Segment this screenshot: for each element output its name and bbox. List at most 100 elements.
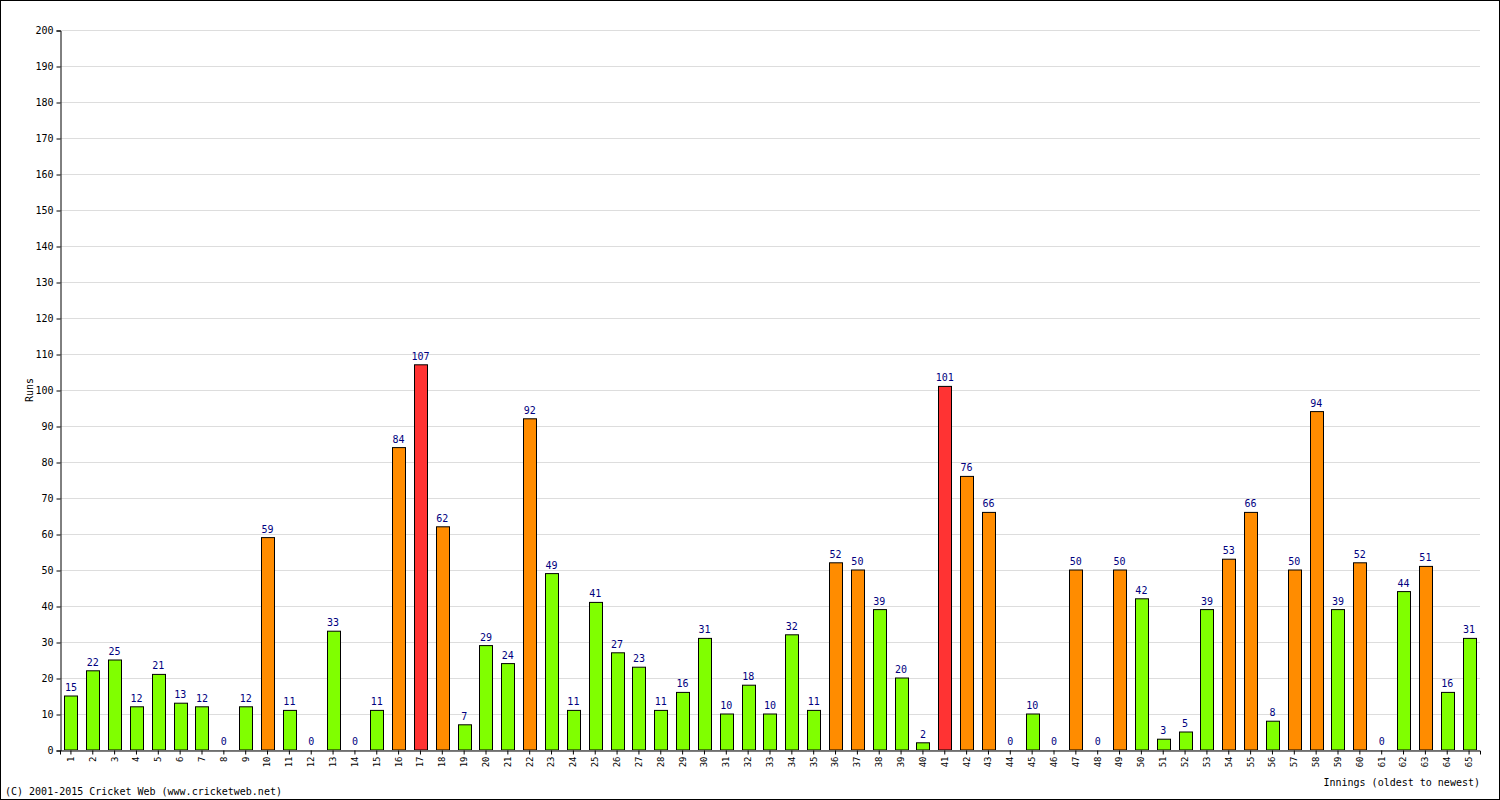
x-tick-mark xyxy=(1206,751,1207,755)
x-tick-label: 10 xyxy=(262,757,272,768)
bar xyxy=(612,653,625,750)
x-tick-mark xyxy=(180,751,181,755)
data-label: 11 xyxy=(808,696,820,707)
bar xyxy=(721,714,734,750)
x-tick: 52 xyxy=(1180,751,1190,768)
data-label: 22 xyxy=(87,657,99,668)
y-tick: 200 xyxy=(35,25,60,36)
x-tick: 34 xyxy=(787,751,797,768)
bar xyxy=(437,527,450,750)
x-tick-mark xyxy=(835,751,836,755)
grid-line xyxy=(60,30,1480,31)
x-tick-mark xyxy=(595,751,596,755)
x-tick-mark xyxy=(1250,751,1251,755)
x-tick-label: 20 xyxy=(481,757,491,768)
x-tick: 60 xyxy=(1355,751,1365,768)
x-tick-label: 49 xyxy=(1114,757,1124,768)
x-tick-mark xyxy=(660,751,661,755)
x-tick: 56 xyxy=(1267,751,1277,768)
x-tick: 45 xyxy=(1027,751,1037,768)
x-tick: 27 xyxy=(634,751,644,768)
x-tick: 35 xyxy=(809,751,819,768)
x-tick-mark xyxy=(573,751,574,755)
y-tick-mark xyxy=(57,319,61,320)
x-tick: 23 xyxy=(546,751,556,768)
data-label: 94 xyxy=(1310,398,1322,409)
x-tick: 42 xyxy=(961,751,971,768)
x-tick-label: 62 xyxy=(1398,757,1408,768)
x-tick-label: 22 xyxy=(525,757,535,768)
x-tick-mark xyxy=(617,751,618,755)
bar xyxy=(874,610,887,750)
annotation: (C) 2001-2015 Cricket Web (www.cricketwe… xyxy=(5,786,282,797)
data-label: 33 xyxy=(327,617,339,628)
x-tick: 32 xyxy=(743,751,753,768)
data-label: 31 xyxy=(1463,624,1475,635)
x-tick-label: 36 xyxy=(830,757,840,768)
bar xyxy=(677,692,690,750)
x-tick-label: 61 xyxy=(1377,757,1387,768)
grid-line xyxy=(60,102,1480,103)
x-tick-mark xyxy=(1097,751,1098,755)
data-labels: 1522251221131201259110330118410762729249… xyxy=(65,351,1475,747)
data-label: 27 xyxy=(611,639,623,650)
bar xyxy=(699,638,712,750)
bar xyxy=(1201,610,1214,750)
x-tick-mark xyxy=(398,751,399,755)
data-label: 84 xyxy=(393,434,405,445)
data-label: 49 xyxy=(546,560,558,571)
bar xyxy=(764,714,777,750)
x-tick-mark xyxy=(354,751,355,755)
bar xyxy=(502,664,515,750)
bar xyxy=(1354,563,1367,750)
data-label: 12 xyxy=(130,693,142,704)
bar xyxy=(262,538,275,750)
grid-line xyxy=(60,174,1480,175)
bar xyxy=(590,602,603,750)
y-tick: 90 xyxy=(41,421,60,432)
x-tick-label: 39 xyxy=(896,757,906,768)
y-tick-mark xyxy=(57,391,61,392)
x-tick: 39 xyxy=(896,751,906,768)
y-axis-title: Runs xyxy=(24,378,35,402)
data-label: 23 xyxy=(633,653,645,664)
x-tick-label: 17 xyxy=(415,757,425,768)
bar xyxy=(1442,692,1455,750)
data-label: 15 xyxy=(65,682,77,693)
bar xyxy=(131,707,144,750)
y-tick-mark xyxy=(57,139,61,140)
y-tick-mark xyxy=(57,571,61,572)
bar xyxy=(393,448,406,750)
x-tick-mark xyxy=(1010,751,1011,755)
y-tick: 120 xyxy=(35,313,60,324)
bar xyxy=(896,678,909,750)
data-label: 16 xyxy=(1441,678,1453,689)
x-tick: 46 xyxy=(1049,751,1059,768)
x-tick-mark xyxy=(922,751,923,755)
x-tick-label: 51 xyxy=(1158,757,1168,768)
x-tick-label: 4 xyxy=(131,757,141,762)
bar xyxy=(917,743,930,750)
y-tick-label: 80 xyxy=(41,457,53,468)
x-tick-label: 14 xyxy=(350,757,360,768)
y-tick-mark xyxy=(57,247,61,248)
x-tick-mark xyxy=(704,751,705,755)
x-tick-label: 34 xyxy=(787,757,797,768)
bar xyxy=(284,710,297,750)
bar xyxy=(1376,750,1389,751)
data-label: 5 xyxy=(1182,718,1188,729)
x-tick-mark xyxy=(442,751,443,755)
bar xyxy=(1048,750,1061,751)
x-tick-label: 28 xyxy=(656,757,666,768)
y-tick-mark xyxy=(57,643,61,644)
bar xyxy=(546,574,559,750)
data-label: 0 xyxy=(352,736,358,747)
bar xyxy=(1398,592,1411,750)
x-tick-mark xyxy=(1316,751,1317,755)
x-tick: 21 xyxy=(503,751,513,768)
x-tick-label: 23 xyxy=(546,757,556,768)
x-tick: 37 xyxy=(852,751,862,768)
x-tick: 38 xyxy=(874,751,884,768)
data-label: 62 xyxy=(436,513,448,524)
bar xyxy=(633,667,646,750)
